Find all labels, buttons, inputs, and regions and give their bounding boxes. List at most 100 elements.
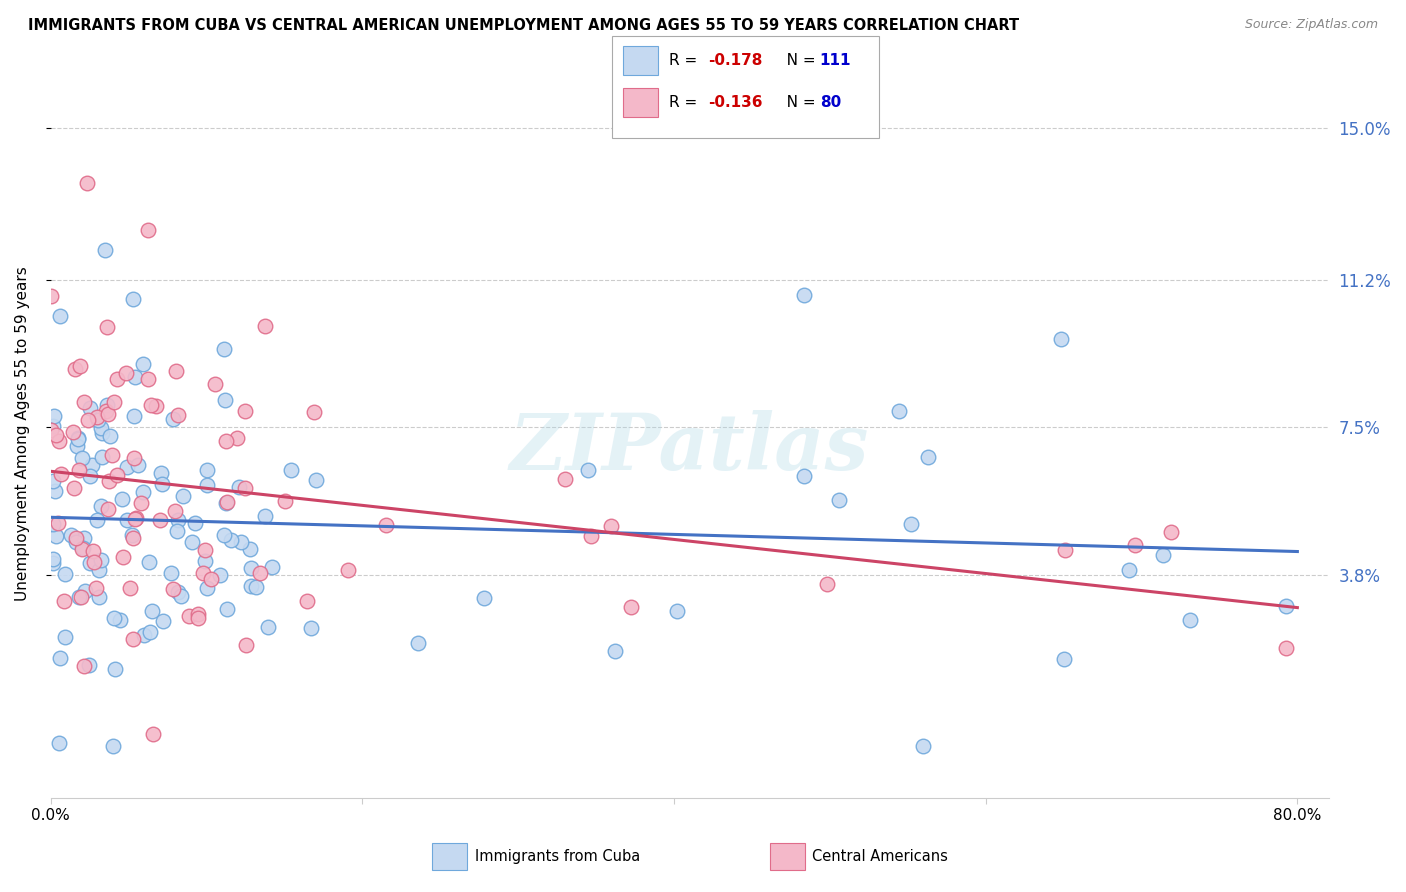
Point bbox=[63, 481, 86, 495]
Point bbox=[79, 401, 101, 415]
Point bbox=[1050, 332, 1073, 346]
Point bbox=[195, 478, 218, 492]
Point bbox=[53, 630, 76, 644]
Point bbox=[83, 555, 105, 569]
Point bbox=[179, 609, 201, 624]
Point bbox=[900, 516, 922, 531]
Point bbox=[87, 590, 110, 604]
Point bbox=[101, 739, 124, 754]
Point bbox=[76, 176, 98, 190]
Point bbox=[136, 223, 159, 237]
Point bbox=[172, 489, 194, 503]
Point bbox=[239, 579, 262, 593]
Point bbox=[887, 403, 910, 417]
Point bbox=[406, 636, 429, 650]
Point bbox=[579, 529, 602, 543]
Point bbox=[44, 483, 66, 498]
Point bbox=[162, 411, 184, 425]
Point bbox=[48, 434, 70, 448]
Point bbox=[49, 651, 72, 665]
Point bbox=[620, 599, 643, 614]
Point bbox=[215, 602, 238, 616]
Point bbox=[41, 474, 63, 488]
Text: Source: ZipAtlas.com: Source: ZipAtlas.com bbox=[1244, 18, 1378, 31]
Point bbox=[65, 362, 87, 376]
Point bbox=[214, 392, 236, 407]
Point bbox=[53, 567, 76, 582]
Point bbox=[129, 496, 152, 510]
Point bbox=[600, 519, 623, 533]
Point bbox=[105, 372, 128, 386]
Point bbox=[90, 552, 112, 566]
Point bbox=[87, 563, 110, 577]
Point bbox=[217, 494, 239, 508]
Point bbox=[77, 413, 100, 427]
Point bbox=[73, 531, 96, 545]
Point bbox=[94, 404, 117, 418]
Text: R =: R = bbox=[669, 95, 703, 110]
Point bbox=[233, 481, 256, 495]
Point bbox=[70, 590, 93, 604]
Text: Central Americans: Central Americans bbox=[813, 849, 948, 863]
Point bbox=[215, 496, 238, 510]
Point bbox=[51, 467, 73, 481]
Point bbox=[297, 594, 319, 608]
Point bbox=[42, 556, 65, 570]
Point bbox=[219, 533, 242, 548]
Point bbox=[98, 475, 121, 489]
Point bbox=[235, 638, 257, 652]
Point bbox=[91, 426, 114, 441]
Point bbox=[187, 607, 209, 621]
Point bbox=[204, 376, 226, 391]
Point bbox=[375, 518, 398, 533]
Point bbox=[124, 512, 146, 526]
Point bbox=[70, 541, 93, 556]
Point bbox=[77, 657, 100, 672]
Point bbox=[1152, 548, 1174, 562]
Point bbox=[121, 528, 143, 542]
Text: 80: 80 bbox=[820, 95, 841, 110]
Point bbox=[45, 529, 67, 543]
Point bbox=[132, 628, 155, 642]
Point bbox=[39, 289, 62, 303]
Point bbox=[73, 394, 96, 409]
Text: N =: N = bbox=[772, 54, 820, 68]
Point bbox=[194, 543, 217, 558]
Point bbox=[793, 469, 815, 483]
Point bbox=[53, 593, 76, 607]
Point bbox=[228, 480, 250, 494]
Point bbox=[195, 463, 218, 477]
Point bbox=[46, 516, 69, 531]
Point bbox=[166, 524, 188, 539]
Point bbox=[257, 620, 280, 634]
Point bbox=[108, 613, 131, 627]
Point bbox=[554, 472, 576, 486]
Point bbox=[214, 527, 236, 541]
Point bbox=[187, 611, 209, 625]
Point bbox=[166, 408, 188, 422]
Point bbox=[245, 580, 267, 594]
Text: R =: R = bbox=[669, 54, 703, 68]
Y-axis label: Unemployment Among Ages 55 to 59 years: Unemployment Among Ages 55 to 59 years bbox=[15, 266, 30, 600]
Point bbox=[127, 458, 149, 473]
Point bbox=[233, 404, 256, 418]
Point bbox=[162, 582, 184, 596]
Point bbox=[194, 554, 217, 568]
Point bbox=[231, 534, 253, 549]
Point bbox=[254, 509, 277, 524]
Point bbox=[166, 364, 188, 378]
Text: IMMIGRANTS FROM CUBA VS CENTRAL AMERICAN UNEMPLOYMENT AMONG AGES 55 TO 59 YEARS : IMMIGRANTS FROM CUBA VS CENTRAL AMERICAN… bbox=[28, 18, 1019, 33]
Text: -0.136: -0.136 bbox=[709, 95, 763, 110]
Point bbox=[112, 549, 135, 564]
Point bbox=[97, 408, 120, 422]
Point bbox=[49, 309, 72, 323]
Point bbox=[94, 244, 117, 258]
Point bbox=[150, 477, 173, 491]
Point bbox=[118, 581, 141, 595]
Point bbox=[170, 589, 193, 603]
Point bbox=[273, 494, 295, 508]
Point bbox=[149, 467, 172, 481]
Point bbox=[39, 424, 62, 438]
Point bbox=[167, 585, 190, 599]
Point bbox=[101, 448, 124, 462]
